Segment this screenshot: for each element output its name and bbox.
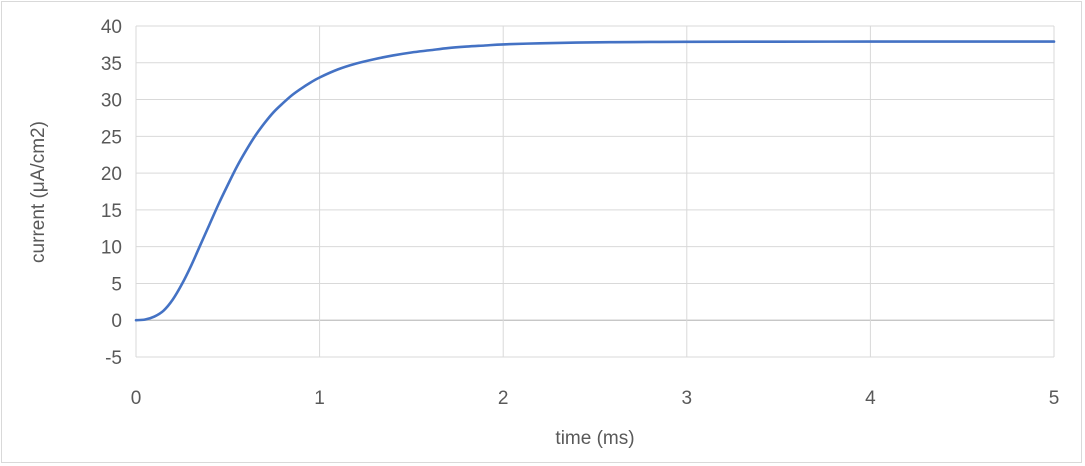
x-tick-label: 0: [131, 388, 142, 409]
x-tick-label: 1: [314, 388, 325, 409]
x-tick-label: 4: [865, 388, 876, 409]
x-axis-title: time (ms): [555, 428, 634, 449]
y-tick-label: 5: [111, 274, 122, 295]
y-tick-label: 30: [101, 91, 122, 112]
tick-labels: -5 0 5 10 15 20 25 30 35 40 0 1 2 3 4 5: [101, 17, 1059, 409]
y-axis-title: current (μA/cm2): [28, 121, 49, 263]
y-tick-label: 15: [101, 201, 122, 222]
x-tick-label: 3: [682, 388, 693, 409]
gridlines: [135, 25, 1055, 358]
series-line: [134, 40, 1056, 322]
x-tick-label: 5: [1049, 388, 1060, 409]
y-tick-label: -5: [105, 348, 122, 369]
y-tick-label: 35: [101, 54, 122, 75]
y-tick-label: 20: [101, 164, 122, 185]
series-layer: [134, 40, 1056, 322]
y-tick-label: 0: [111, 311, 122, 332]
y-tick-label: 10: [101, 238, 122, 259]
x-tick-label: 2: [498, 388, 509, 409]
y-tick-label: 40: [101, 17, 122, 38]
y-tick-label: 25: [101, 127, 122, 148]
